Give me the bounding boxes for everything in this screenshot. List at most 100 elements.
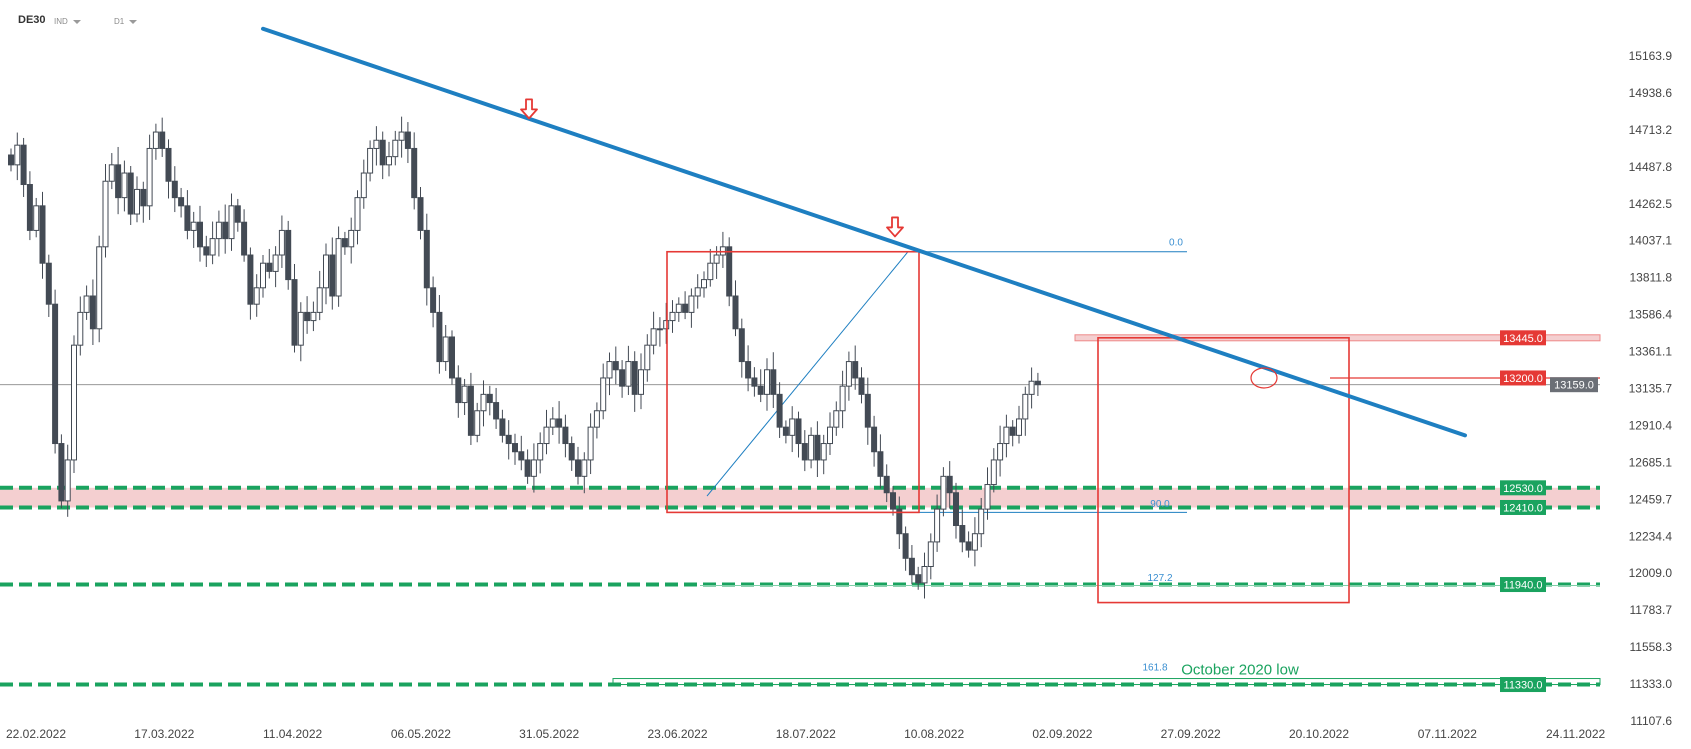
candle (329, 254, 336, 297)
levels-layer (0, 334, 1601, 687)
level-tag-bg (1500, 677, 1546, 693)
y-tick-label: 13811.8 (1630, 271, 1673, 285)
candle (45, 262, 52, 305)
candles-layer (8, 116, 1041, 599)
candle (877, 451, 884, 477)
candle (965, 541, 972, 551)
candle (776, 393, 783, 428)
candle (751, 377, 758, 387)
level-tag: 12530.0 (1500, 480, 1546, 496)
projection-box (1097, 337, 1350, 604)
candle (159, 131, 166, 149)
candle (820, 443, 827, 461)
y-tick-label: 14262.5 (1629, 197, 1673, 211)
candle (871, 426, 878, 453)
candle (713, 254, 720, 264)
candle (890, 492, 896, 510)
candle (379, 139, 386, 166)
candle (474, 410, 481, 436)
candle (354, 197, 361, 231)
level-tag-label: 11330.0 (1504, 680, 1543, 692)
x-tick-label: 06.05.2022 (391, 727, 451, 741)
candle (1003, 426, 1010, 445)
candle (619, 369, 626, 387)
candle (656, 328, 663, 331)
x-tick-label: 27.09.2022 (1161, 727, 1221, 741)
candle (247, 254, 254, 305)
candle (701, 279, 707, 289)
candle (64, 459, 71, 502)
market-selector[interactable]: IND (54, 17, 81, 26)
candle (770, 369, 777, 395)
fib-label: 127.2 (1147, 573, 1172, 584)
consolidation-box (666, 250, 920, 514)
candle (203, 246, 210, 256)
candle (430, 287, 437, 313)
annotations-layer: October 2020 low (261, 26, 1467, 679)
chevron-down-icon (72, 19, 81, 24)
candle (530, 459, 537, 477)
chevron-down-icon (129, 19, 138, 24)
candle (39, 205, 46, 264)
candle (505, 434, 512, 445)
candle (990, 459, 997, 486)
y-tick-label: 14938.6 (1629, 86, 1673, 100)
candle (310, 311, 317, 322)
candle (852, 361, 859, 379)
level-tag-bg (1500, 499, 1546, 515)
y-tick-label: 11107.6 (1630, 714, 1672, 728)
candle (108, 164, 115, 182)
candle (499, 418, 506, 436)
x-tick-label: 23.06.2022 (647, 727, 707, 741)
candle (675, 303, 682, 313)
interval-selector[interactable]: D1 (114, 17, 138, 26)
candle (959, 525, 966, 543)
symbol-label[interactable]: DE30 (18, 14, 46, 26)
candle (682, 303, 689, 313)
candle (858, 377, 865, 395)
candle (1009, 426, 1016, 436)
y-tick-label: 11333.0 (1630, 677, 1673, 691)
candle (127, 172, 134, 215)
level-tag-label: 12530.0 (1503, 483, 1543, 495)
current-price-label: 13159.0 (1554, 380, 1594, 392)
level-tag-label: 12410.0 (1503, 502, 1543, 514)
level-tag: 13445.0 (1500, 330, 1546, 346)
candle (600, 377, 607, 412)
candle (285, 229, 292, 281)
interval-label: D1 (114, 17, 125, 26)
y-tick-label: 13361.1 (1629, 345, 1673, 359)
candle (241, 221, 248, 256)
candle (77, 311, 84, 346)
candle (373, 139, 380, 149)
arrow-down-icon (520, 98, 538, 120)
zones-layer (0, 487, 1600, 508)
candle (757, 385, 764, 395)
candle (215, 221, 222, 240)
candle (833, 410, 840, 428)
candle (669, 311, 676, 322)
level-tag: 11940.0 (1500, 577, 1546, 593)
level-tag: 13200.0 (1500, 370, 1546, 386)
candle (58, 443, 65, 502)
level-tag-label: 13200.0 (1503, 373, 1543, 385)
candle (348, 229, 355, 248)
level-tag-label: 13445.0 (1503, 333, 1543, 345)
candle (411, 147, 418, 199)
candle (260, 262, 266, 289)
candle (808, 434, 815, 461)
x-tick-label: 31.05.2022 (519, 727, 579, 741)
candle (404, 131, 411, 149)
candle (341, 238, 348, 248)
drawings-layer: 0.0 90.0 127.2 161.8 (680, 238, 1187, 673)
fib-label: 161.8 (1142, 662, 1167, 673)
candle (386, 156, 392, 166)
candle (26, 184, 33, 231)
y-tick-label: 13586.4 (1629, 308, 1673, 322)
candle (524, 459, 531, 477)
x-tick-label: 10.08.2022 (904, 727, 964, 741)
arrow-shape (886, 216, 904, 238)
candle (115, 164, 122, 199)
candle (1034, 380, 1041, 386)
